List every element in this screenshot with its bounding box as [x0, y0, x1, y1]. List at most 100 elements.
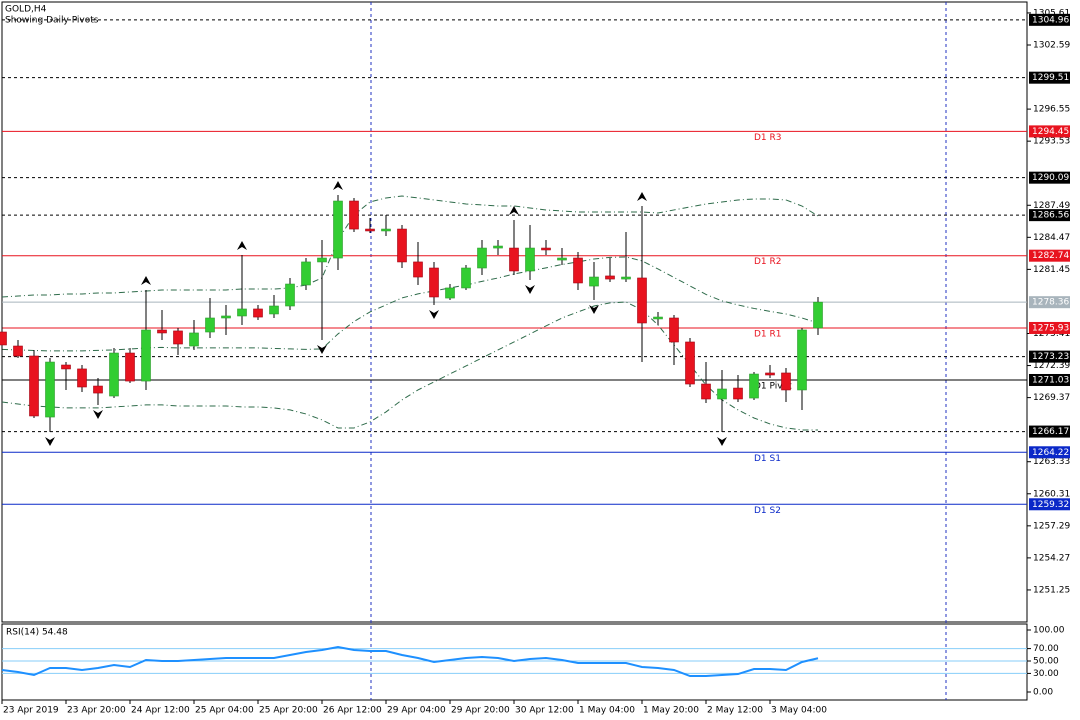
- level-value: 1282.74: [1032, 251, 1069, 261]
- candle-body: [653, 316, 663, 320]
- level-tag: [1029, 249, 1070, 262]
- pivot-label: D1 S1: [754, 454, 781, 464]
- pivot-label: D1 R1: [754, 329, 782, 339]
- x-tick-label: 3 May 04:00: [771, 706, 827, 716]
- candle-body: [157, 329, 167, 334]
- y-tick-label: 1305.61: [1033, 8, 1070, 18]
- level-value: 1304.96: [1032, 15, 1069, 25]
- y-tick-label: 1296.55: [1033, 105, 1070, 115]
- candle-body: [93, 385, 103, 394]
- candle-body: [525, 247, 535, 272]
- candle-body: [413, 261, 423, 278]
- candle-body: [477, 247, 487, 269]
- level-value: 1275.93: [1032, 323, 1069, 333]
- fractal-arrow: [141, 275, 151, 285]
- level-tag: [1029, 350, 1070, 363]
- candle-body: [397, 228, 407, 263]
- y-tick-label: 1254.27: [1033, 553, 1070, 563]
- candle-body: [221, 315, 231, 319]
- candle-body: [333, 200, 343, 259]
- y-tick-label: 100.00: [1033, 626, 1065, 636]
- candle-body: [381, 228, 391, 232]
- x-tick-label: 30 Apr 12:00: [515, 706, 574, 716]
- level-value: 1264.22: [1032, 448, 1069, 458]
- candle-body: [429, 267, 439, 298]
- level-value: 1290.09: [1032, 173, 1069, 183]
- candle-body: [493, 245, 503, 249]
- candle-body: [205, 317, 215, 333]
- fractal-arrow: [717, 436, 727, 446]
- candle-body: [349, 200, 359, 230]
- candle-body: [685, 341, 695, 385]
- x-tick-label: 25 Apr 20:00: [259, 706, 318, 716]
- x-tick-label: 23 Apr 20:00: [67, 706, 126, 716]
- candle-body: [669, 317, 679, 343]
- candle-body: [781, 372, 791, 391]
- level-tag: [1029, 125, 1070, 138]
- chart-subtitle: Showing Daily Pivots: [5, 16, 99, 26]
- x-tick-label: 1 May 20:00: [643, 706, 699, 716]
- candle-body: [461, 267, 471, 289]
- fractal-arrow: [333, 180, 343, 190]
- level-value: 1294.45: [1032, 127, 1069, 137]
- rsi-panel: [1, 623, 1028, 701]
- fractal-arrow: [45, 436, 55, 446]
- candle-body: [189, 332, 199, 347]
- candle-body: [285, 283, 295, 307]
- x-tick-label: 23 Apr 2019: [3, 706, 59, 716]
- fractal-arrow: [589, 304, 599, 314]
- x-tick-label: 2 May 12:00: [707, 706, 763, 716]
- candle-body: [541, 247, 551, 251]
- y-tick-label: 1284.47: [1033, 233, 1070, 243]
- candle-body: [701, 383, 711, 400]
- x-tick-label: 25 Apr 04:00: [195, 706, 254, 716]
- y-tick-label: 1281.45: [1033, 265, 1070, 275]
- candle-body: [173, 330, 183, 345]
- candle-body: [125, 352, 135, 382]
- candle-body: [717, 388, 727, 400]
- level-value: 1266.17: [1032, 427, 1069, 437]
- candle-body: [237, 308, 247, 317]
- y-tick-label: 1293.53: [1033, 137, 1070, 147]
- x-tick-label: 29 Apr 20:00: [451, 706, 510, 716]
- level-tag: [1029, 498, 1070, 511]
- candle-body: [45, 361, 55, 418]
- y-tick-label: 1260.31: [1033, 489, 1070, 499]
- candle-body: [509, 247, 519, 272]
- fractal-arrow: [637, 192, 647, 202]
- y-tick-label: 70.00: [1033, 644, 1059, 654]
- candle-body: [0, 331, 7, 346]
- candle-body: [573, 257, 583, 284]
- y-tick-label: 1269.37: [1033, 393, 1070, 403]
- y-tick-label: 1263.33: [1033, 457, 1070, 467]
- candle-body: [637, 277, 647, 324]
- fractal-arrow: [317, 344, 327, 354]
- pivot-label: D1 S2: [754, 506, 781, 516]
- fractal-arrow: [525, 284, 535, 294]
- level-tag: [1029, 209, 1070, 222]
- fractal-arrow: [509, 206, 519, 216]
- y-tick-label: 1257.29: [1033, 521, 1070, 531]
- x-tick-label: 26 Apr 12:00: [323, 706, 382, 716]
- candle-body: [733, 387, 743, 400]
- level-value: 1299.51: [1032, 73, 1069, 83]
- chart-title: GOLD,H4: [5, 5, 47, 15]
- level-tag: [1029, 71, 1070, 84]
- candle-body: [253, 308, 263, 318]
- candle-body: [813, 301, 823, 329]
- level-value: 1259.32: [1032, 500, 1069, 510]
- x-tick-label: 29 Apr 04:00: [387, 706, 446, 716]
- candle-body: [445, 287, 455, 299]
- candle-body: [13, 345, 23, 357]
- level-tag: [1029, 171, 1070, 184]
- rsi-title: RSI(14) 54.48: [6, 628, 68, 638]
- x-tick-label: 1 May 04:00: [579, 706, 635, 716]
- candle-body: [557, 257, 567, 261]
- y-tick-label: 1287.49: [1033, 201, 1070, 211]
- fractal-arrow: [429, 310, 439, 320]
- rsi-line: [1, 645, 819, 678]
- y-tick-label: 50.00: [1033, 657, 1059, 667]
- candle-body: [797, 329, 807, 391]
- candle-body: [605, 275, 615, 280]
